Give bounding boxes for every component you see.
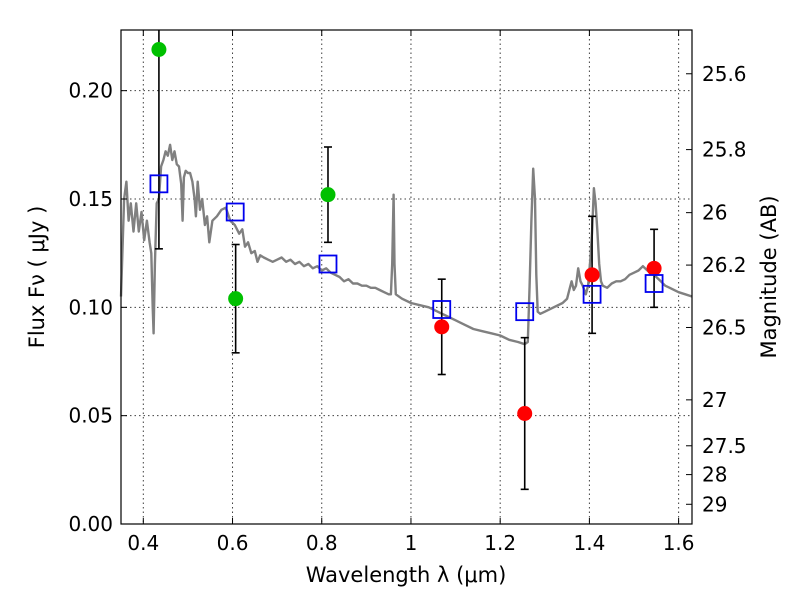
y-tick-label: 0.10 bbox=[68, 295, 113, 319]
data-point bbox=[584, 267, 600, 283]
plot-frame bbox=[120, 29, 693, 525]
x-tick-label: 1.6 bbox=[663, 531, 695, 555]
model-flux-box bbox=[582, 284, 602, 304]
y2-tick-label: 27 bbox=[702, 388, 727, 412]
x-tick-label: 1 bbox=[405, 531, 418, 555]
y2-tick-label: 25.8 bbox=[702, 138, 747, 162]
x-tick-label: 1.2 bbox=[484, 531, 516, 555]
grid bbox=[121, 30, 692, 525]
x-tick-label: 0.6 bbox=[217, 531, 249, 555]
x-tick-label: 0.8 bbox=[306, 531, 338, 555]
error-bars bbox=[154, 30, 659, 491]
data-point bbox=[228, 291, 244, 307]
data-point bbox=[646, 260, 662, 276]
y2-tick-label: 26 bbox=[702, 201, 727, 225]
y2-tick-label: 28 bbox=[702, 463, 727, 487]
y2-tick-label: 26.5 bbox=[702, 315, 747, 339]
y-tick-label: 0.05 bbox=[68, 404, 113, 428]
model-flux-box bbox=[225, 202, 245, 222]
ticks: 0.4 0.6 0.8 1 1.2 1.4 1.6 0.00 0.05 0.10 0.15 0.20 2… bbox=[68, 30, 747, 555]
y-tick-label: 0.20 bbox=[68, 79, 113, 103]
data-point bbox=[320, 187, 336, 203]
model-flux-box bbox=[149, 174, 169, 194]
y2-tick-label: 27.5 bbox=[702, 434, 747, 458]
data-points bbox=[149, 42, 664, 421]
model-flux-box bbox=[515, 302, 535, 322]
model-flux-box bbox=[432, 300, 452, 319]
model-spectrum-line bbox=[119, 143, 693, 346]
x-axis-label: Wavelength λ (μm) bbox=[306, 563, 507, 587]
x-tick-label: 1.4 bbox=[573, 531, 605, 555]
model-spectrum bbox=[119, 143, 693, 346]
data-point bbox=[151, 42, 167, 57]
y-tick-label: 0.15 bbox=[68, 187, 113, 211]
model-flux-box bbox=[318, 254, 338, 274]
x-tick-label: 0.4 bbox=[127, 531, 159, 555]
y-axis-label: Flux Fν ( μJy ) bbox=[25, 206, 49, 349]
model-flux-box bbox=[644, 274, 664, 293]
y2-tick-label: 25.6 bbox=[702, 62, 747, 86]
data-point bbox=[517, 406, 533, 421]
data-point bbox=[434, 319, 450, 335]
y2-tick-label: 29 bbox=[702, 492, 727, 516]
y2-tick-label: 26.2 bbox=[702, 253, 747, 277]
y2-axis-label: Magnitude (AB) bbox=[757, 195, 781, 358]
y-tick-label: 0.00 bbox=[68, 512, 113, 536]
